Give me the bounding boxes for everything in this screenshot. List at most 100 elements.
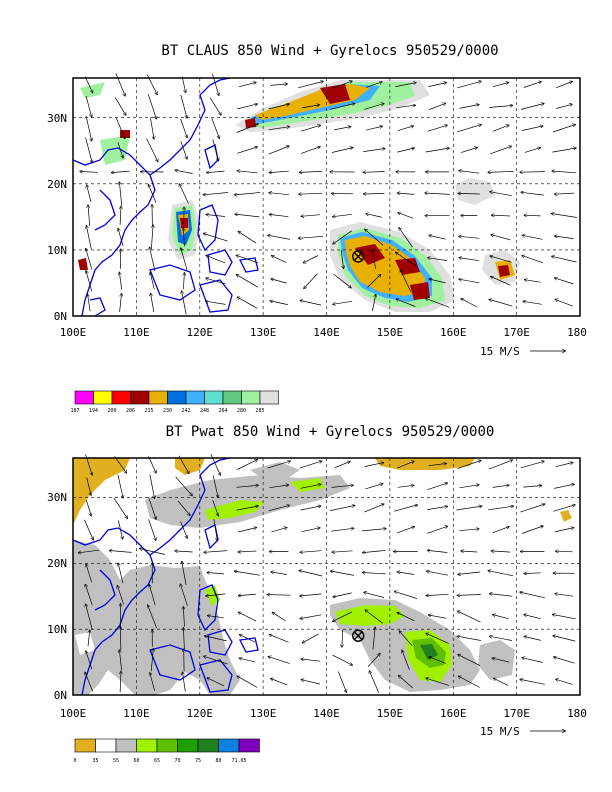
wind-vector	[556, 82, 572, 89]
map-plot	[72, 73, 581, 317]
gyre-location-marker	[351, 629, 365, 642]
wind-vector	[400, 270, 412, 293]
wind-vector	[183, 228, 184, 247]
colorbar-swatch	[148, 390, 168, 405]
wind-vector	[426, 678, 449, 686]
wind-vector	[207, 678, 225, 687]
wind-vector	[301, 215, 321, 217]
colorbar-label: 242	[181, 408, 190, 414]
colorbar-swatch	[238, 738, 260, 753]
wind-vector	[399, 631, 413, 646]
wind-vector	[271, 679, 288, 686]
wind-vector	[85, 672, 94, 692]
wind-vector	[393, 505, 417, 512]
wind-vector	[399, 676, 414, 689]
wind-vector	[363, 550, 386, 552]
colorbar-label: 0	[73, 758, 76, 764]
wind-vector	[300, 551, 322, 553]
wind-vector	[396, 527, 414, 534]
x-tick-label: 130E	[250, 707, 277, 720]
wind-vector	[552, 125, 575, 133]
x-tick-label: 170E	[503, 326, 530, 339]
y-tick-label: 30N	[47, 491, 67, 504]
wind-vector	[555, 594, 574, 597]
wind-vector	[555, 299, 574, 307]
wind-vector	[553, 615, 576, 620]
wind-vector	[179, 184, 189, 204]
wind-vector	[119, 182, 123, 206]
wind-vector	[458, 655, 481, 667]
wind-vector	[299, 571, 323, 577]
wind-vector	[490, 594, 513, 597]
wind-vector	[522, 126, 543, 131]
wind-vector	[272, 612, 286, 622]
wind-vector	[427, 571, 449, 576]
wind-vector	[331, 148, 353, 153]
wind-vector	[372, 250, 376, 269]
wind-vector	[425, 148, 449, 153]
wind-vector	[340, 249, 343, 269]
wind-vector	[333, 611, 353, 622]
wind-vector	[397, 126, 413, 131]
wind-vector	[203, 192, 228, 195]
wind-vector	[367, 654, 380, 667]
wind-vector	[522, 235, 543, 240]
y-tick-label: 0N	[54, 310, 67, 323]
wind-vector	[120, 671, 121, 693]
wind-vector	[365, 82, 382, 88]
map-plot	[72, 453, 581, 696]
wind-vector	[459, 529, 479, 532]
wind-vector	[461, 299, 478, 308]
wind-vector	[399, 228, 413, 248]
x-tick-label: 160E	[440, 326, 467, 339]
wind-vector	[427, 483, 447, 491]
wind-vector	[149, 474, 155, 499]
wind-vector	[211, 118, 220, 138]
wind-vector	[180, 118, 187, 138]
wind-vector	[364, 463, 384, 467]
wind-vector	[331, 571, 355, 576]
wind-vector	[175, 170, 193, 174]
x-tick-label: 110E	[123, 707, 150, 720]
wind-vector	[87, 185, 92, 203]
wind-vector	[206, 593, 226, 596]
colorbar-label: 60	[133, 758, 139, 764]
wind-vector	[204, 656, 228, 665]
wind-vector	[429, 235, 446, 240]
wind-vector	[488, 571, 514, 577]
wind-vector	[523, 486, 541, 488]
wind-vector	[458, 611, 481, 623]
colorbar-label: 80	[215, 758, 221, 764]
wind-vector	[555, 236, 574, 239]
wind-vector	[272, 256, 287, 263]
colorbar-label: 187	[70, 408, 79, 414]
wind-vector	[366, 214, 383, 218]
wind-vector	[426, 298, 450, 308]
wind-vector	[269, 193, 289, 196]
wind-vector	[456, 125, 481, 133]
wind-vector	[524, 148, 540, 153]
wind-vector	[333, 230, 353, 244]
wind-vector	[364, 193, 385, 194]
y-tick-label: 30N	[47, 112, 67, 125]
x-tick-label: 170E	[503, 707, 530, 720]
wind-vector	[365, 484, 382, 490]
wind-vector	[460, 148, 477, 153]
wind-vector	[363, 172, 385, 173]
wind-vector	[182, 562, 187, 585]
wind-vector	[270, 301, 288, 305]
wind-vector	[301, 147, 320, 154]
wind-vector	[237, 460, 257, 470]
colorbar-label: 215	[144, 408, 153, 414]
wind-vector	[268, 505, 290, 512]
x-tick-label: 140E	[313, 707, 340, 720]
x-tick-label: 180	[567, 707, 587, 720]
wind-vector	[212, 500, 219, 516]
wind-vector	[271, 279, 287, 284]
wind-vector	[235, 571, 261, 576]
wind-vector	[396, 105, 415, 109]
wind-vector	[553, 636, 576, 642]
vector-reference: 15 M/S	[480, 725, 565, 738]
wind-vector	[86, 564, 92, 583]
wind-vector	[333, 213, 352, 216]
